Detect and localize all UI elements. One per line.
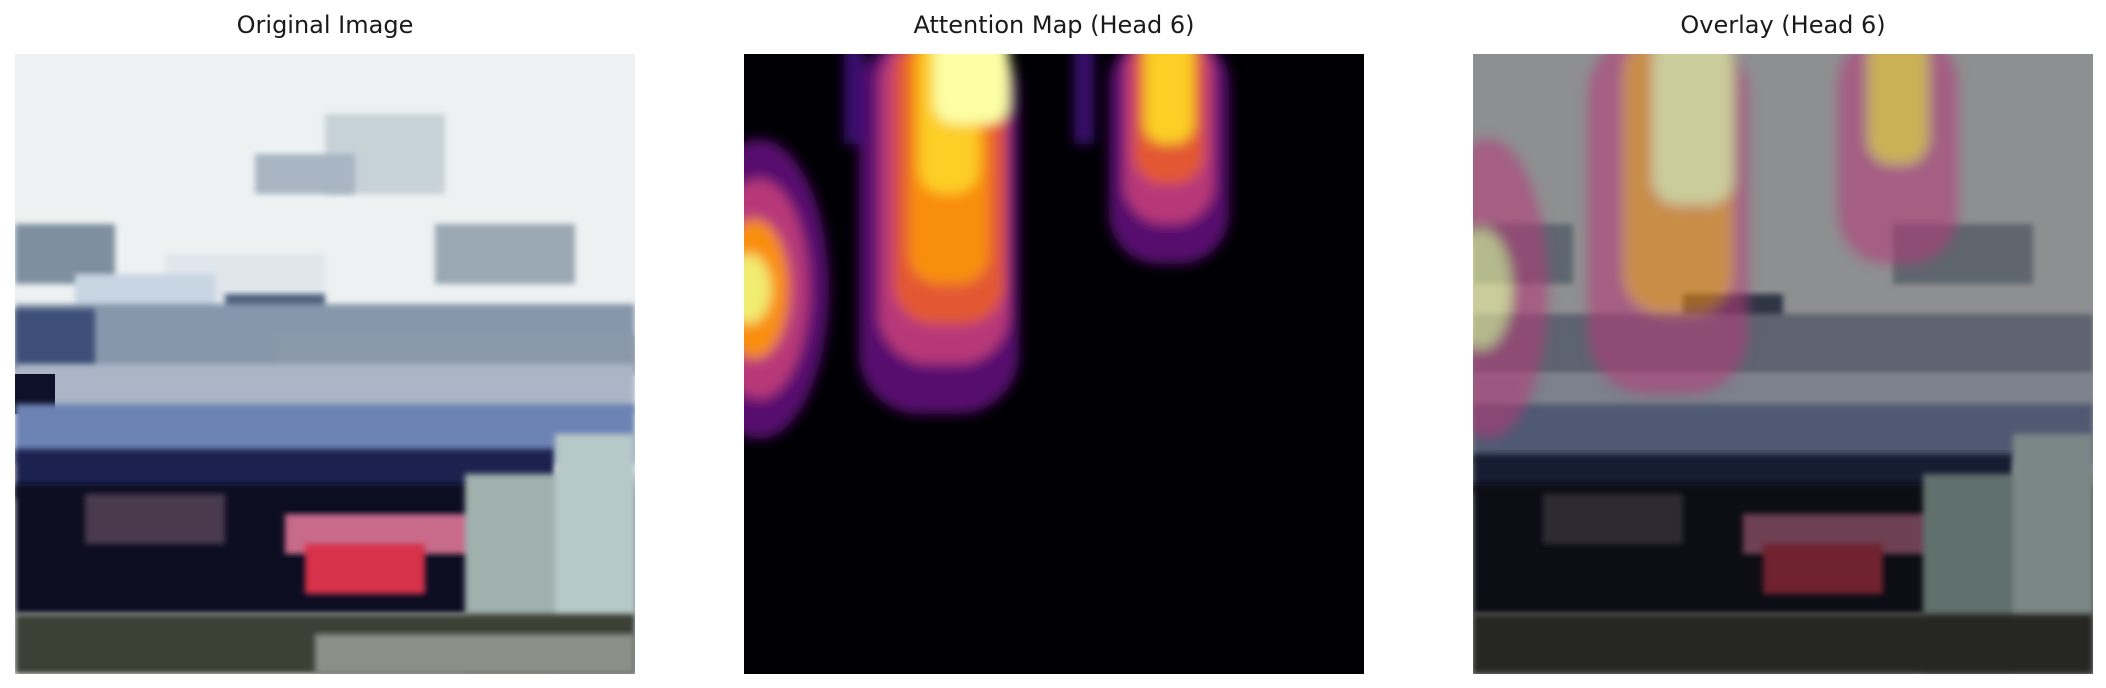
attention-map-panel: Attention Map (Head 6) [744, 0, 1364, 688]
overlay-title: Overlay (Head 6) [1680, 11, 1886, 39]
original-image-title: Original Image [236, 11, 414, 39]
attention-map [744, 54, 1364, 674]
attention-map-title: Attention Map (Head 6) [913, 11, 1195, 39]
overlay-panel: Overlay (Head 6) [1473, 0, 2093, 688]
original-image [15, 54, 635, 674]
original-image-panel: Original Image [15, 0, 635, 688]
overlay-image [1473, 54, 2093, 674]
